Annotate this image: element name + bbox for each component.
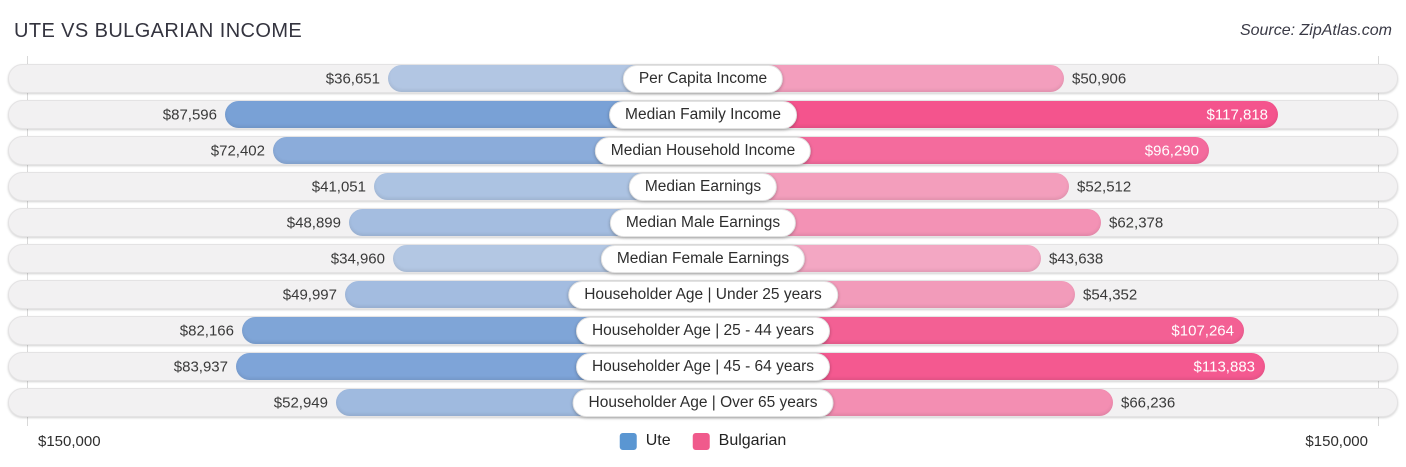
ute-value-label: $87,596 <box>162 106 217 123</box>
bulgarian-value-label: $96,290 <box>1144 142 1199 159</box>
category-label: Householder Age | 25 - 44 years <box>575 316 831 345</box>
bulgarian-value-label: $117,818 <box>1206 106 1268 123</box>
legend-label-ute: Ute <box>645 432 671 449</box>
page-header: UTE VS BULGARIAN INCOME Source: ZipAtlas… <box>0 0 1406 56</box>
category-label: Householder Age | Over 65 years <box>572 388 834 417</box>
bulgarian-value-label: $113,883 <box>1193 358 1255 375</box>
category-label: Householder Age | 45 - 64 years <box>575 352 831 381</box>
ute-value-label: $72,402 <box>210 142 265 159</box>
chart-row: $36,651 $50,906 Per Capita Income <box>8 64 1398 93</box>
axis-max-label-right: $150,000 <box>1305 432 1368 450</box>
legend-swatch-ute <box>619 432 637 450</box>
chart-row: $41,051 $52,512 Median Earnings <box>8 172 1398 201</box>
bulgarian-value-label: $62,378 <box>1109 214 1164 231</box>
income-comparison-chart: $36,651 $50,906 Per Capita Income $87,596 $1… <box>0 56 1406 458</box>
category-label: Median Family Income <box>609 100 797 129</box>
chart-row: $49,997 $54,352 Householder Age | Under 25… <box>8 280 1398 309</box>
category-label: Median Female Earnings <box>600 244 806 273</box>
chart-footer: $150,000 Ute Bulgarian $150,000 <box>8 424 1398 458</box>
legend-label-bulgarian: Bulgarian <box>718 432 787 449</box>
chart-row: $83,937 $113,883 Householder Age | 45 - 64… <box>8 352 1398 381</box>
bulgarian-value-label: $54,352 <box>1083 286 1138 303</box>
bulgarian-value-label: $107,264 <box>1171 322 1234 339</box>
bar-rows: $36,651 $50,906 Per Capita Income $87,596 $1… <box>8 64 1398 417</box>
category-label: Median Household Income <box>594 136 812 165</box>
ute-value-label: $52,949 <box>273 394 328 411</box>
bulgarian-value-label: $43,638 <box>1049 250 1104 267</box>
chart-row: $72,402 $96,290 Median Household Income <box>8 136 1398 165</box>
bulgarian-value-label: $66,236 <box>1121 394 1176 411</box>
legend-item-bulgarian: Bulgarian <box>692 432 787 450</box>
chart-row: $48,899 $62,378 Median Male Earnings <box>8 208 1398 237</box>
legend: Ute Bulgarian <box>619 432 787 450</box>
bulgarian-value-label: $52,512 <box>1077 178 1132 195</box>
category-label: Median Male Earnings <box>609 208 797 237</box>
category-label: Per Capita Income <box>622 64 784 93</box>
chart-row: $34,960 $43,638 Median Female Earnings <box>8 244 1398 273</box>
axis-gridline-left <box>27 56 28 426</box>
source-credit: Source: ZipAtlas.com <box>1239 22 1392 39</box>
ute-value-label: $48,899 <box>286 214 341 231</box>
page-title: UTE VS BULGARIAN INCOME <box>14 20 303 42</box>
ute-value-label: $82,166 <box>179 322 234 339</box>
ute-value-label: $83,937 <box>173 358 228 375</box>
legend-swatch-bulgarian <box>692 432 710 450</box>
chart-row: $87,596 $117,818 Median Family Income <box>8 100 1398 129</box>
ute-value-label: $49,997 <box>282 286 337 303</box>
chart-row: $82,166 $107,264 Householder Age | 25 - 44… <box>8 316 1398 345</box>
axis-gridline-right <box>1378 56 1379 426</box>
category-label: Householder Age | Under 25 years <box>568 280 838 309</box>
category-label: Median Earnings <box>628 172 778 201</box>
bulgarian-value-label: $50,906 <box>1072 70 1127 87</box>
ute-value-label: $41,051 <box>311 178 366 195</box>
legend-item-ute: Ute <box>619 432 671 450</box>
axis-max-label-left: $150,000 <box>38 432 101 450</box>
ute-value-label: $34,960 <box>330 250 385 267</box>
chart-row: $52,949 $66,236 Householder Age | Over 65 … <box>8 388 1398 417</box>
ute-value-label: $36,651 <box>325 70 380 87</box>
